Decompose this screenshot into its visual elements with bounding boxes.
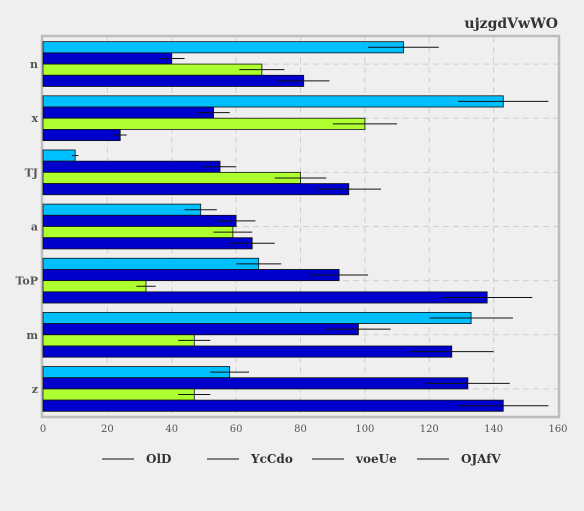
- legend-label: voeUe: [355, 452, 397, 466]
- bar: [42, 377, 469, 390]
- x-tick-label: 100: [355, 424, 374, 435]
- bar: [42, 160, 221, 173]
- bar: [42, 117, 366, 130]
- x-tick-label: 20: [101, 424, 114, 435]
- bar: [42, 203, 202, 216]
- x-tick-label: 80: [294, 424, 307, 435]
- bar: [42, 269, 340, 282]
- bar: [42, 323, 359, 336]
- bar: [42, 63, 263, 76]
- y-tick-label: m: [26, 329, 38, 342]
- bar: [42, 345, 453, 358]
- y-tick-label: n: [30, 58, 38, 71]
- bar: [42, 399, 504, 412]
- bar: [42, 237, 253, 250]
- bar: [42, 214, 237, 227]
- bar: [42, 366, 231, 379]
- error-bars: [71, 46, 549, 407]
- bar: [42, 41, 404, 54]
- bar: [42, 257, 260, 270]
- bar: [42, 74, 305, 87]
- x-axis-ticks: 0 20 40 60 80 100 120 140 160: [40, 424, 568, 435]
- x-tick-label: 160: [548, 424, 567, 435]
- bar: [42, 183, 350, 196]
- chart-title: ujzgdVwWO: [464, 16, 558, 32]
- bar: [42, 388, 195, 401]
- y-axis-ticks: n x TJ a ToP m z: [15, 58, 38, 396]
- legend: OlD YcCdo voeUe OJAfV: [102, 452, 501, 466]
- x-tick-label: 60: [230, 424, 243, 435]
- legend-label: YcCdo: [250, 452, 293, 466]
- y-tick-label: ToP: [15, 275, 38, 288]
- bar: [42, 171, 301, 184]
- y-tick-label: z: [32, 383, 38, 396]
- bar: [42, 280, 147, 293]
- bar: [42, 334, 195, 347]
- legend-label: OlD: [146, 452, 171, 466]
- legend-label: OJAfV: [461, 452, 501, 466]
- bar: [42, 106, 214, 119]
- x-tick-label: 0: [40, 424, 46, 435]
- bar: [42, 311, 472, 324]
- bar: [42, 52, 173, 65]
- y-tick-label: a: [31, 221, 38, 234]
- bar: [42, 291, 488, 304]
- bars: [42, 41, 504, 412]
- bar: [42, 129, 121, 142]
- bar: [42, 95, 504, 108]
- x-tick-label: 120: [420, 424, 439, 435]
- x-tick-label: 140: [484, 424, 503, 435]
- bar: [42, 149, 76, 162]
- x-tick-label: 40: [165, 424, 178, 435]
- bar: [42, 226, 234, 239]
- y-tick-label: x: [31, 112, 38, 125]
- y-tick-label: TJ: [25, 166, 38, 179]
